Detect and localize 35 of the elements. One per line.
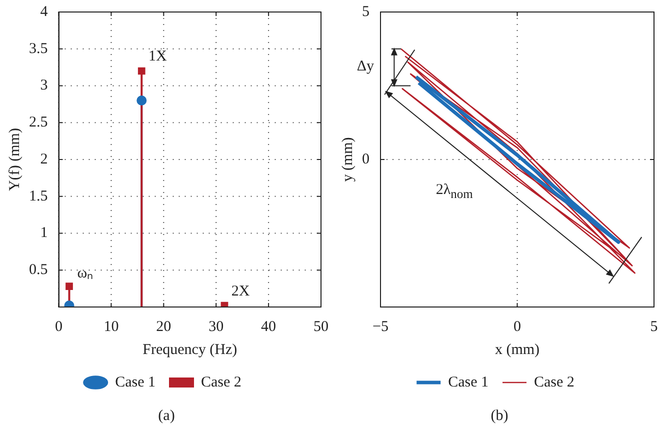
- y-axis-title: Y(f) (mm): [6, 128, 23, 191]
- y-tick-label: 3.5: [29, 40, 48, 57]
- y-tick-label: 2.5: [29, 114, 48, 131]
- y-tick-label: 0.5: [29, 262, 48, 278]
- point: [66, 282, 73, 290]
- text: Δy: [356, 58, 374, 76]
- x-tick-label: 5: [650, 318, 658, 335]
- x-tick-label: 10: [104, 318, 119, 335]
- x-tick-label: −5: [372, 318, 388, 335]
- point: [138, 67, 146, 75]
- text: (a): [157, 408, 176, 425]
- point: [136, 96, 147, 106]
- x-tick-label: 0: [514, 318, 521, 335]
- text: (b): [490, 408, 510, 425]
- annotation: 2X: [231, 283, 250, 300]
- x-tick-label: 40: [261, 318, 276, 335]
- y-tick-label: 1: [40, 225, 48, 242]
- y-tick-label: 1.5: [29, 188, 48, 204]
- annotation: 2λ$_{nom}$: [436, 182, 473, 202]
- x-tick-label: 30: [208, 318, 224, 335]
- x-axis-title: x (mm): [494, 342, 540, 358]
- legend-label: Case 2: [534, 374, 574, 390]
- y-tick-label: 2: [40, 151, 48, 168]
- legend-label: Case 1: [115, 374, 156, 390]
- y-tick-label: 4: [40, 4, 48, 20]
- y-axis-title: y (mm): [340, 137, 356, 182]
- x-tick-label: 0: [55, 318, 62, 335]
- legend-label: Case 1: [448, 374, 489, 390]
- legend-label: Case 2: [201, 374, 242, 390]
- annotation: ωₙ: [77, 264, 94, 283]
- y-tick-label: 3: [40, 78, 48, 94]
- x-tick-label: 20: [156, 318, 172, 335]
- x-axis-title: Frequency (Hz): [142, 342, 238, 358]
- x-tick-label: 50: [314, 318, 328, 335]
- annotation: 1X: [148, 48, 167, 66]
